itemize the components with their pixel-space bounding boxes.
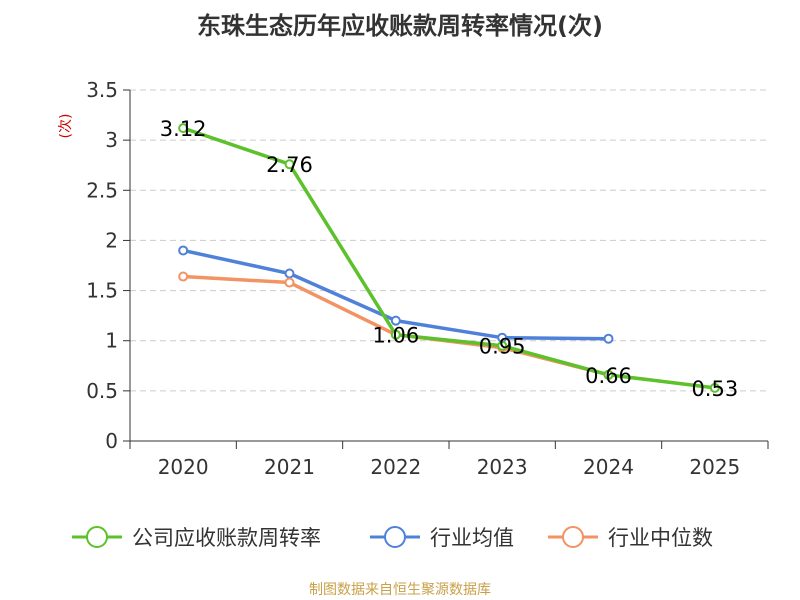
y-tick-label: 3.5 — [86, 78, 118, 102]
series-line — [181, 126, 717, 390]
legend-marker — [384, 526, 406, 548]
y-tick-label: 0.5 — [86, 379, 118, 403]
source-note: 制图数据来自恒生聚源数据库 — [309, 582, 491, 598]
legend-label: 行业中位数 — [608, 526, 713, 550]
series-layer — [178, 123, 720, 393]
x-tick-label: 2021 — [264, 455, 315, 479]
legend-label: 公司应收账款周转率 — [132, 526, 321, 550]
legend-item-2[interactable]: 行业中位数 — [548, 526, 713, 550]
series-0 — [178, 123, 720, 393]
data-point[interactable] — [178, 123, 189, 134]
legend-item-1[interactable]: 行业均值 — [370, 526, 514, 550]
data-point[interactable] — [390, 315, 401, 326]
data-point[interactable] — [709, 382, 720, 393]
data-point[interactable] — [178, 245, 189, 256]
y-axis-label: (次) — [58, 114, 74, 139]
x-tick-label: 2020 — [158, 455, 209, 479]
data-point[interactable] — [284, 277, 295, 288]
data-labels: 3.12 2.76 1.06 0.95 0.66 0.53 — [160, 117, 738, 401]
x-tick-label: 2023 — [477, 455, 528, 479]
data-label: 3.12 — [160, 117, 207, 141]
y-tick-label: 2 — [105, 228, 118, 252]
data-label: 0.95 — [479, 335, 526, 359]
legend-label: 行业均值 — [430, 526, 514, 550]
data-point[interactable] — [497, 340, 508, 351]
data-label: 2.76 — [266, 153, 313, 177]
chart-title: 东珠生态历年应收账款周转率情况(次) — [197, 12, 603, 40]
data-point[interactable] — [390, 329, 401, 340]
y-tick-label: 1 — [105, 329, 118, 353]
data-point[interactable] — [284, 268, 295, 279]
legend-marker — [86, 526, 108, 548]
y-tick-label: 0 — [105, 429, 118, 453]
x-tick-label: 2022 — [370, 455, 421, 479]
y-tick-label: 3 — [105, 128, 118, 152]
data-point[interactable] — [603, 369, 614, 380]
data-point[interactable] — [603, 333, 614, 344]
y-tick-label: 1.5 — [86, 279, 118, 303]
series-1 — [178, 245, 614, 344]
x-tick-label: 2024 — [583, 455, 634, 479]
grid — [130, 89, 768, 392]
legend-item-0[interactable]: 公司应收账款周转率 — [72, 526, 321, 550]
y-tick-label: 2.5 — [86, 178, 118, 202]
data-point[interactable] — [284, 159, 295, 170]
data-label: 1.06 — [372, 324, 419, 348]
data-point[interactable] — [178, 271, 189, 282]
legend[interactable]: 公司应收账款周转率 行业均值 行业中位数 — [72, 526, 713, 550]
legend-marker — [562, 526, 584, 548]
x-tick-label: 2025 — [689, 455, 740, 479]
data-label: 0.53 — [691, 377, 738, 401]
data-label: 0.66 — [585, 364, 632, 388]
axes: 0 0.5 1 1.5 2 2.5 3 3.5 2020 2021 2022 2023 2024 2025 — [86, 78, 769, 479]
